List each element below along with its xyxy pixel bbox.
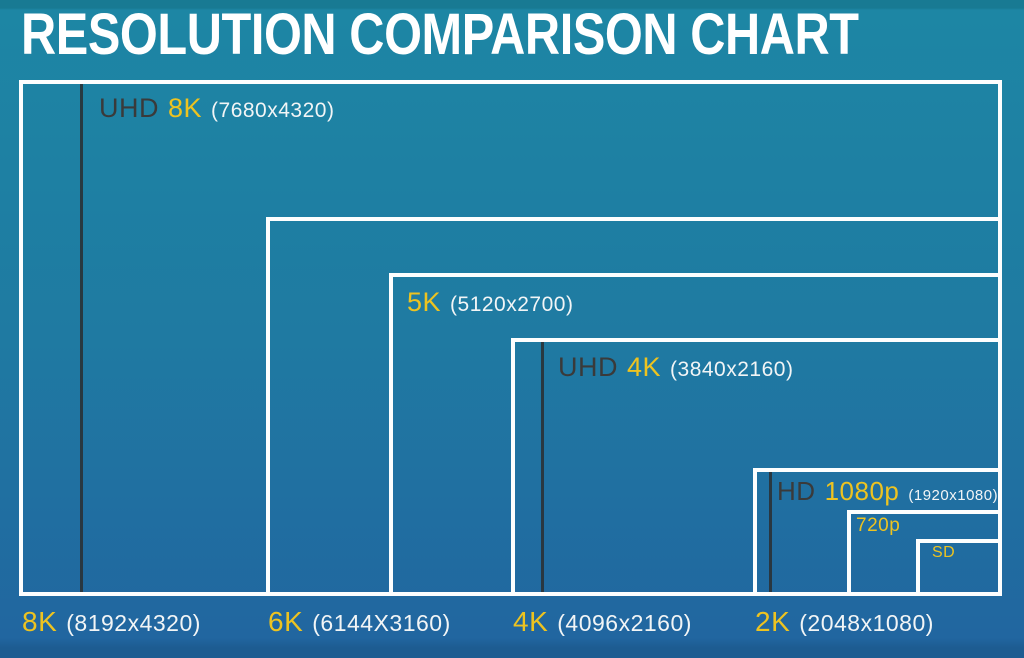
bottom-label-4k-resolution: (4096x2160) [557,610,692,636]
box-sd [916,539,1002,596]
label-hd-1080p-prefix: HD [777,476,816,506]
label-hd-1080p-resolution: (1920x1080) [908,487,999,504]
bottom-label-8k-name: 8K [22,606,58,637]
bottom-label-4k-name: 4K [513,606,549,637]
label-uhd-4k-name: 4K [627,352,662,382]
bottom-label-2k: 2K (2048x1080) [755,608,934,636]
label-5k: 5K (5120x2700) [407,289,573,316]
hd-1080p-width-divider-line [769,472,772,592]
label-uhd-8k: UHD 8K (7680x4320) [99,95,334,122]
bottom-label-4k: 4K (4096x2160) [513,608,692,636]
label-hd-1080p: HD 1080p (1920x1080) [777,478,998,504]
bottom-label-2k-resolution: (2048x1080) [799,610,934,636]
bottom-label-8k: 8K (8192x4320) [22,608,201,636]
bottom-label-6k-resolution: (6144X3160) [312,610,451,636]
label-5k-resolution: (5120x2700) [450,293,574,316]
label-5k-name: 5K [407,287,442,317]
bottom-label-6k: 6K (6144X3160) [268,608,451,636]
label-uhd-4k: UHD 4K (3840x2160) [558,354,793,381]
label-uhd-8k-name: 8K [168,93,203,123]
bottom-label-6k-name: 6K [268,606,304,637]
label-uhd-8k-prefix: UHD [99,93,159,123]
uhd-8k-width-divider-line [80,84,83,592]
bottom-label-8k-resolution: (8192x4320) [66,610,201,636]
page-title: RESOLUTION COMPARISON CHART [21,2,859,67]
label-uhd-4k-resolution: (3840x2160) [670,358,794,381]
label-sd-name: SD [932,544,956,561]
label-720p: 720p [856,516,909,535]
uhd-4k-width-divider-line [541,342,544,592]
label-hd-1080p-name: 1080p [824,476,900,506]
label-720p-name: 720p [856,515,901,536]
bottom-label-2k-name: 2K [755,606,791,637]
label-sd: SD [932,545,964,561]
label-uhd-8k-resolution: (7680x4320) [211,99,335,122]
label-uhd-4k-prefix: UHD [558,352,618,382]
